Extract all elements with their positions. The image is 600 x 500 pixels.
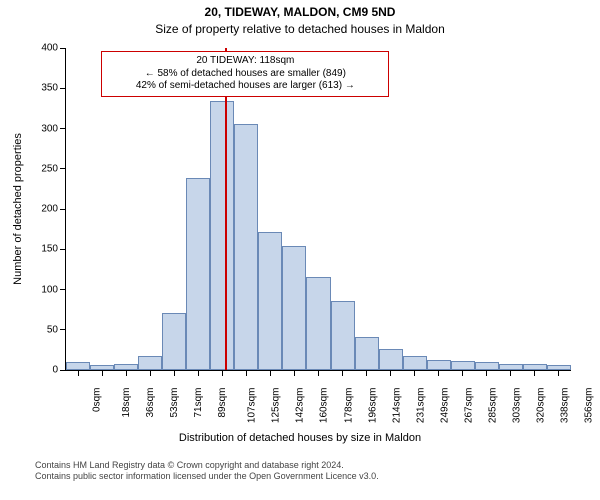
- y-tick-label: 350: [41, 83, 66, 94]
- x-tick-label: 214sqm: [391, 388, 402, 424]
- annotation-line: 20 TIDEWAY: 118sqm: [105, 55, 385, 68]
- histogram-bar: [475, 362, 499, 370]
- x-tick-label: 53sqm: [169, 388, 180, 418]
- x-tick-label: 196sqm: [367, 388, 378, 424]
- footer-line: Contains public sector information licen…: [35, 471, 600, 482]
- x-tick-label: 320sqm: [535, 388, 546, 424]
- annotation-line: 42% of semi-detached houses are larger (…: [105, 80, 385, 93]
- histogram-bar: [138, 356, 162, 370]
- footer-attribution: Contains HM Land Registry data © Crown c…: [0, 460, 600, 483]
- x-tick-label: 89sqm: [217, 388, 228, 418]
- x-tick-label: 285sqm: [487, 388, 498, 424]
- x-tick: [438, 370, 439, 376]
- y-tick-label: 150: [41, 244, 66, 255]
- x-tick-label: 356sqm: [584, 388, 595, 424]
- x-tick: [270, 370, 271, 376]
- footer-line: Contains HM Land Registry data © Crown c…: [35, 460, 600, 471]
- x-tick-label: 18sqm: [121, 388, 132, 418]
- x-tick-label: 0sqm: [91, 388, 102, 412]
- y-tick-label: 400: [41, 43, 66, 54]
- histogram-bar: [306, 277, 330, 370]
- histogram-bar: [427, 360, 451, 370]
- x-tick: [246, 370, 247, 376]
- x-tick: [342, 370, 343, 376]
- y-tick-label: 100: [41, 284, 66, 295]
- page-title: 20, TIDEWAY, MALDON, CM9 5ND: [0, 5, 600, 19]
- x-tick: [126, 370, 127, 376]
- histogram-bar: [355, 337, 379, 370]
- histogram-bar: [234, 124, 258, 370]
- histogram-bar: [451, 361, 475, 370]
- x-tick-label: 142sqm: [295, 388, 306, 424]
- x-tick-label: 178sqm: [343, 388, 354, 424]
- page-subtitle: Size of property relative to detached ho…: [0, 22, 600, 36]
- histogram-bar: [282, 246, 306, 370]
- x-tick: [294, 370, 295, 376]
- annotation-line: ← 58% of detached houses are smaller (84…: [105, 68, 385, 81]
- x-tick-label: 231sqm: [415, 388, 426, 424]
- x-tick-label: 338sqm: [560, 388, 571, 424]
- x-tick: [318, 370, 319, 376]
- x-tick-label: 36sqm: [145, 388, 156, 418]
- histogram-bar: [258, 232, 282, 370]
- x-tick: [486, 370, 487, 376]
- x-tick-label: 249sqm: [439, 388, 450, 424]
- histogram-bar: [66, 362, 90, 370]
- histogram-bar: [331, 301, 355, 370]
- x-tick: [222, 370, 223, 376]
- x-tick: [174, 370, 175, 376]
- x-tick-label: 267sqm: [463, 388, 474, 424]
- annotation-box: 20 TIDEWAY: 118sqm← 58% of detached hous…: [101, 51, 389, 97]
- x-tick: [558, 370, 559, 376]
- y-tick-label: 300: [41, 123, 66, 134]
- x-tick-label: 303sqm: [511, 388, 522, 424]
- histogram-bar: [403, 356, 427, 370]
- x-tick: [78, 370, 79, 376]
- x-tick-label: 107sqm: [247, 388, 258, 424]
- y-tick-label: 0: [52, 365, 66, 376]
- x-tick: [534, 370, 535, 376]
- x-axis-label: Distribution of detached houses by size …: [0, 432, 600, 444]
- y-tick-label: 250: [41, 163, 66, 174]
- y-tick-label: 200: [41, 204, 66, 215]
- x-tick: [462, 370, 463, 376]
- x-tick-label: 71sqm: [193, 388, 204, 418]
- histogram-bar: [162, 313, 186, 370]
- histogram-plot: 0501001502002503003504000sqm18sqm36sqm53…: [65, 48, 571, 371]
- x-tick: [366, 370, 367, 376]
- x-tick: [150, 370, 151, 376]
- x-tick: [198, 370, 199, 376]
- x-tick: [102, 370, 103, 376]
- x-tick: [510, 370, 511, 376]
- x-tick: [390, 370, 391, 376]
- y-axis-label: Number of detached properties: [12, 133, 24, 285]
- x-tick: [414, 370, 415, 376]
- y-tick-label: 50: [47, 324, 66, 335]
- histogram-bar: [379, 349, 403, 370]
- x-tick-label: 160sqm: [319, 388, 330, 424]
- x-tick-label: 125sqm: [271, 388, 282, 424]
- histogram-bar: [186, 178, 210, 370]
- histogram-bar: [210, 101, 234, 370]
